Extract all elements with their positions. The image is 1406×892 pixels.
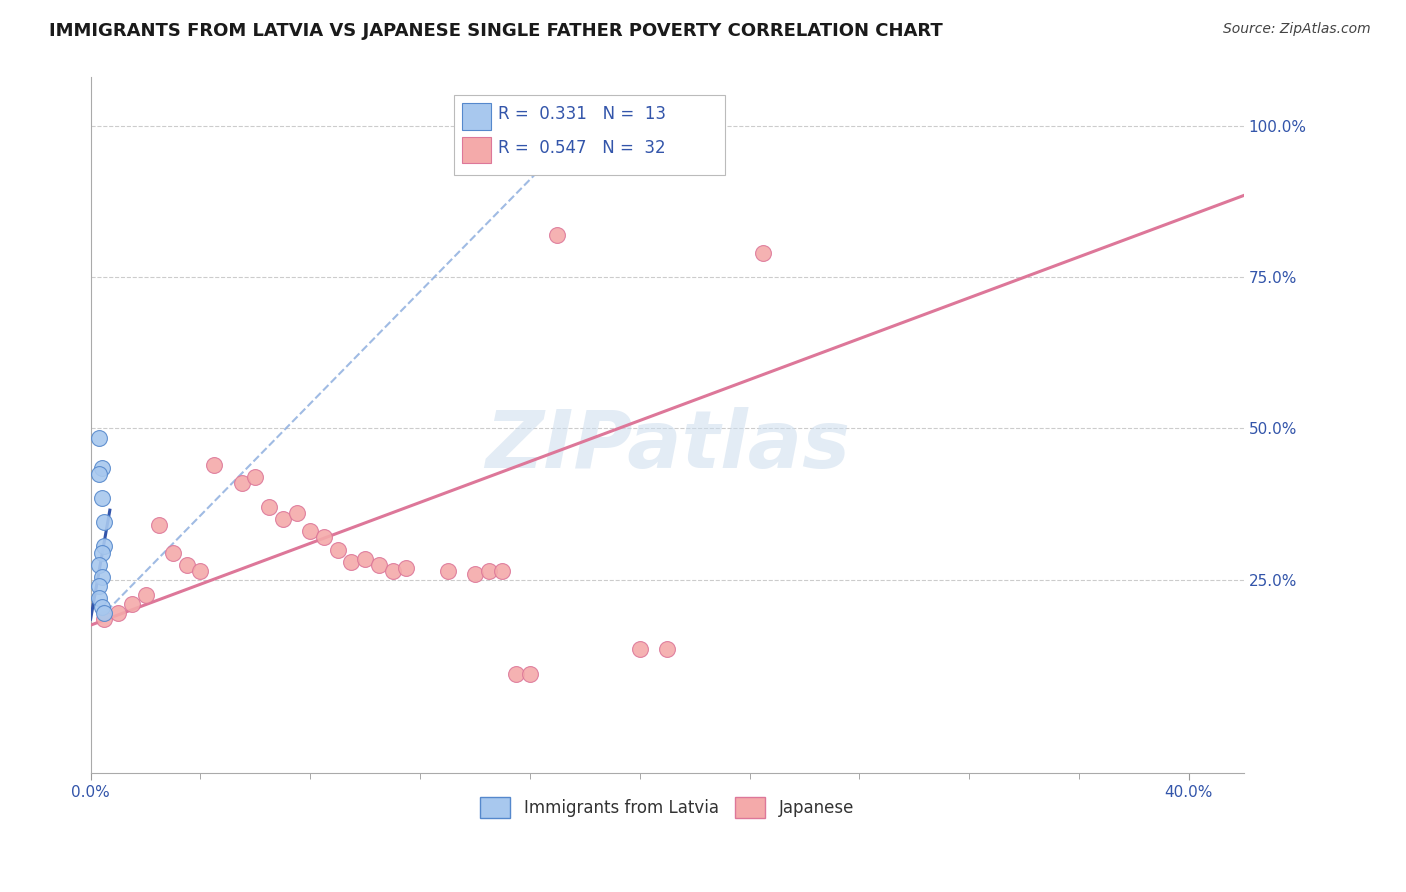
- Point: [478, 564, 501, 578]
- Point: [491, 564, 513, 578]
- Legend: Immigrants from Latvia, Japanese: Immigrants from Latvia, Japanese: [474, 790, 860, 824]
- Point: [176, 558, 198, 572]
- FancyBboxPatch shape: [463, 136, 491, 163]
- Point: [354, 551, 377, 566]
- Point: [312, 530, 335, 544]
- Point: [87, 431, 110, 445]
- Point: [87, 558, 110, 572]
- Point: [121, 597, 143, 611]
- Point: [257, 500, 280, 515]
- Point: [93, 516, 115, 530]
- Point: [93, 612, 115, 626]
- Point: [90, 570, 112, 584]
- FancyBboxPatch shape: [463, 103, 491, 129]
- Point: [464, 566, 486, 581]
- Point: [90, 491, 112, 505]
- Point: [90, 545, 112, 559]
- Text: ZIPatlas: ZIPatlas: [485, 408, 849, 485]
- Point: [546, 227, 568, 242]
- Point: [340, 555, 363, 569]
- Point: [107, 606, 129, 620]
- Point: [87, 591, 110, 605]
- Point: [657, 642, 679, 657]
- Point: [628, 642, 651, 657]
- Point: [299, 524, 322, 539]
- FancyBboxPatch shape: [454, 95, 725, 175]
- Point: [202, 458, 225, 472]
- Point: [87, 467, 110, 481]
- Point: [519, 666, 541, 681]
- Point: [395, 560, 418, 574]
- Point: [90, 460, 112, 475]
- Point: [93, 606, 115, 620]
- Point: [93, 540, 115, 554]
- Point: [381, 564, 404, 578]
- Text: R =  0.331   N =  13: R = 0.331 N = 13: [498, 105, 665, 123]
- Text: R =  0.547   N =  32: R = 0.547 N = 32: [498, 139, 665, 157]
- Point: [285, 506, 308, 520]
- Point: [231, 475, 253, 490]
- Point: [135, 588, 157, 602]
- Point: [87, 579, 110, 593]
- Point: [436, 564, 458, 578]
- Point: [190, 564, 212, 578]
- Point: [162, 545, 184, 559]
- Text: Source: ZipAtlas.com: Source: ZipAtlas.com: [1223, 22, 1371, 37]
- Point: [367, 558, 389, 572]
- Point: [505, 666, 527, 681]
- Point: [148, 518, 170, 533]
- Point: [245, 470, 267, 484]
- Point: [271, 512, 294, 526]
- Point: [326, 542, 349, 557]
- Point: [752, 246, 775, 260]
- Text: IMMIGRANTS FROM LATVIA VS JAPANESE SINGLE FATHER POVERTY CORRELATION CHART: IMMIGRANTS FROM LATVIA VS JAPANESE SINGL…: [49, 22, 943, 40]
- Point: [90, 599, 112, 614]
